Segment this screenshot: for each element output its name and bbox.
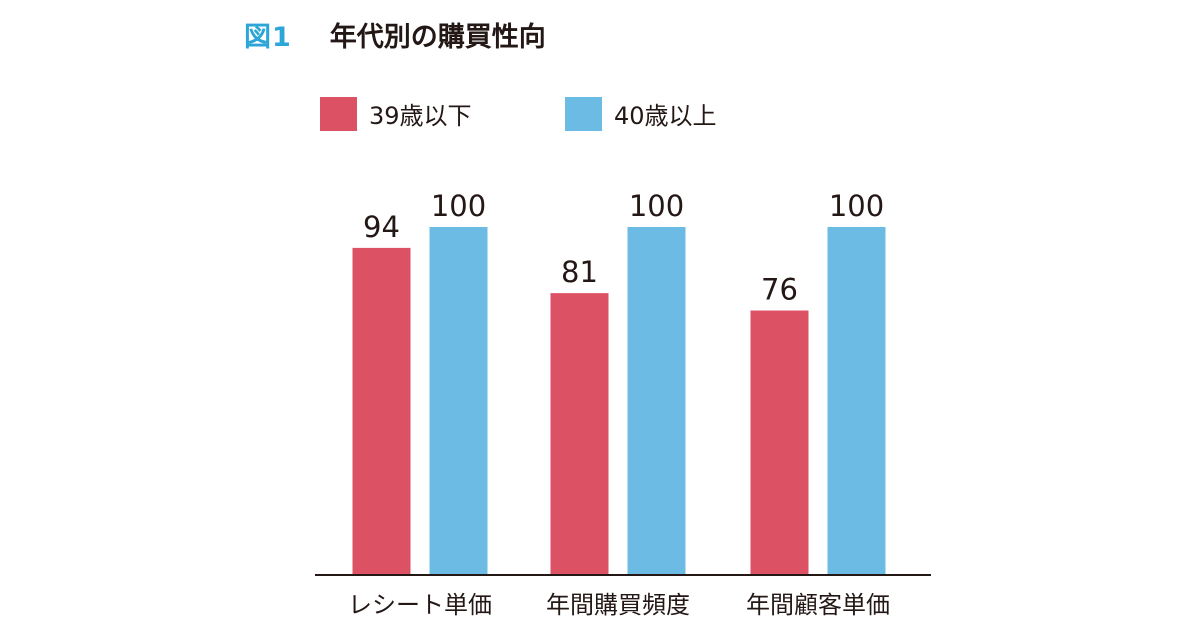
data-label-40-over-3: 100 xyxy=(829,189,884,223)
bar-under-39-1 xyxy=(352,247,411,575)
bar-under-39-2 xyxy=(550,293,609,575)
data-label-40-over-2: 100 xyxy=(629,189,684,223)
chart-title: 年代別の購買性向 xyxy=(329,21,546,53)
legend-swatch-series-0 xyxy=(320,96,357,131)
bar-40-over-1 xyxy=(429,227,488,575)
bar-40-over-2 xyxy=(627,227,686,575)
data-label-under-39-2: 81 xyxy=(561,255,598,289)
bar-40-over-3 xyxy=(827,227,886,575)
legend-swatch-series-1 xyxy=(565,96,602,131)
x-tick-label-3: 年間顧客単価 xyxy=(746,591,890,619)
data-label-under-39-3: 76 xyxy=(761,273,798,307)
data-label-under-39-1: 94 xyxy=(363,210,400,244)
data-label-40-over-1: 100 xyxy=(431,189,486,223)
legend-label-series-1: 40歳以上 xyxy=(614,102,717,130)
legend-item-series-1: 40歳以上 xyxy=(565,96,717,131)
legend-label-series-0: 39歳以下 xyxy=(369,102,472,130)
x-tick-label-1: レシート単価 xyxy=(348,591,492,619)
legend-item-series-0: 39歳以下 xyxy=(320,96,472,131)
bar-under-39-3 xyxy=(750,310,809,575)
x-tick-label-2: 年間購買頻度 xyxy=(546,591,690,619)
figure-label: 図1 xyxy=(244,21,292,53)
figure-header: 図1 年代別の購買性向 xyxy=(244,14,546,54)
